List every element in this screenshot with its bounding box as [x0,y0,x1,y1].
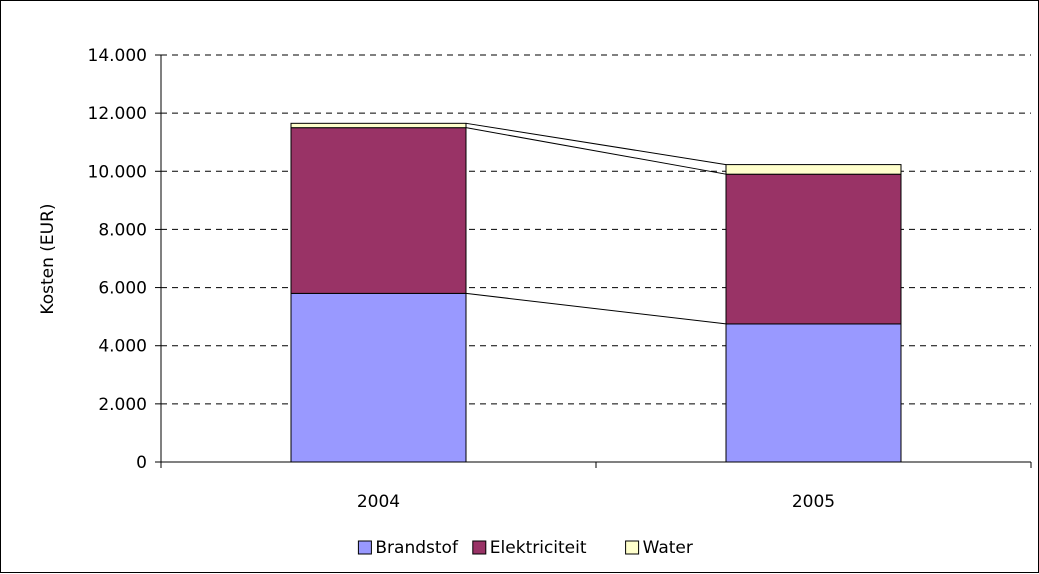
x-tick-label: 2005 [792,492,835,512]
legend-item-brandstof: Brandstof [357,538,459,558]
bar-elektriciteit-2005 [725,173,902,325]
y-tick-label: 6.000 [98,279,147,299]
y-tick-label: 14.000 [88,46,147,66]
bar-brandstof-2005 [725,323,902,463]
legend: Brandstof Elektriciteit Water [357,538,693,558]
bar-water-2005 [725,164,902,175]
legend-swatch [472,540,487,555]
bar-water-2004 [290,122,467,129]
y-tick-label: 12.000 [88,104,147,124]
legend-label: Water [643,538,693,558]
legend-label: Elektriciteit [490,538,587,558]
legend-swatch [357,540,372,555]
legend-label: Brandstof [375,538,459,558]
legend-item-water: Water [625,538,693,558]
legend-swatch [625,540,640,555]
bars [290,122,902,463]
series-line-elektriciteit [465,127,727,175]
y-tick-label: 8.000 [98,220,147,240]
axes [155,54,1032,468]
legend-item-elektriciteit: Elektriciteit [472,538,587,558]
y-tick-label: 2.000 [98,395,147,415]
series-line-water [465,122,727,166]
y-axis-title: Kosten (EUR) [38,203,58,314]
y-tick-label: 10.000 [88,162,147,182]
series-connector-lines [465,122,727,325]
series-line-brandstof [465,292,727,325]
y-tick-label: 4.000 [98,337,147,357]
x-tick-label: 2004 [357,492,400,512]
y-tick-label: 0 [136,453,147,473]
bar-elektriciteit-2004 [290,127,467,294]
bar-brandstof-2004 [290,292,467,463]
tick-labels: 0 2.000 4.000 6.000 8.000 10.000 12.000 14.000 2… [88,46,836,512]
